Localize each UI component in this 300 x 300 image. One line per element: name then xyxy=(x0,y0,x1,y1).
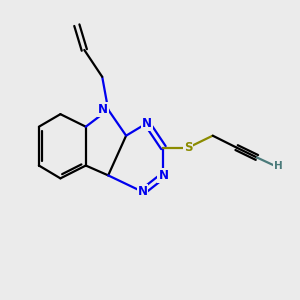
Text: N: N xyxy=(158,169,168,182)
Text: H: H xyxy=(274,160,283,170)
Text: N: N xyxy=(142,117,152,130)
Text: N: N xyxy=(137,185,148,198)
Text: N: N xyxy=(98,103,108,116)
Text: S: S xyxy=(184,141,193,154)
